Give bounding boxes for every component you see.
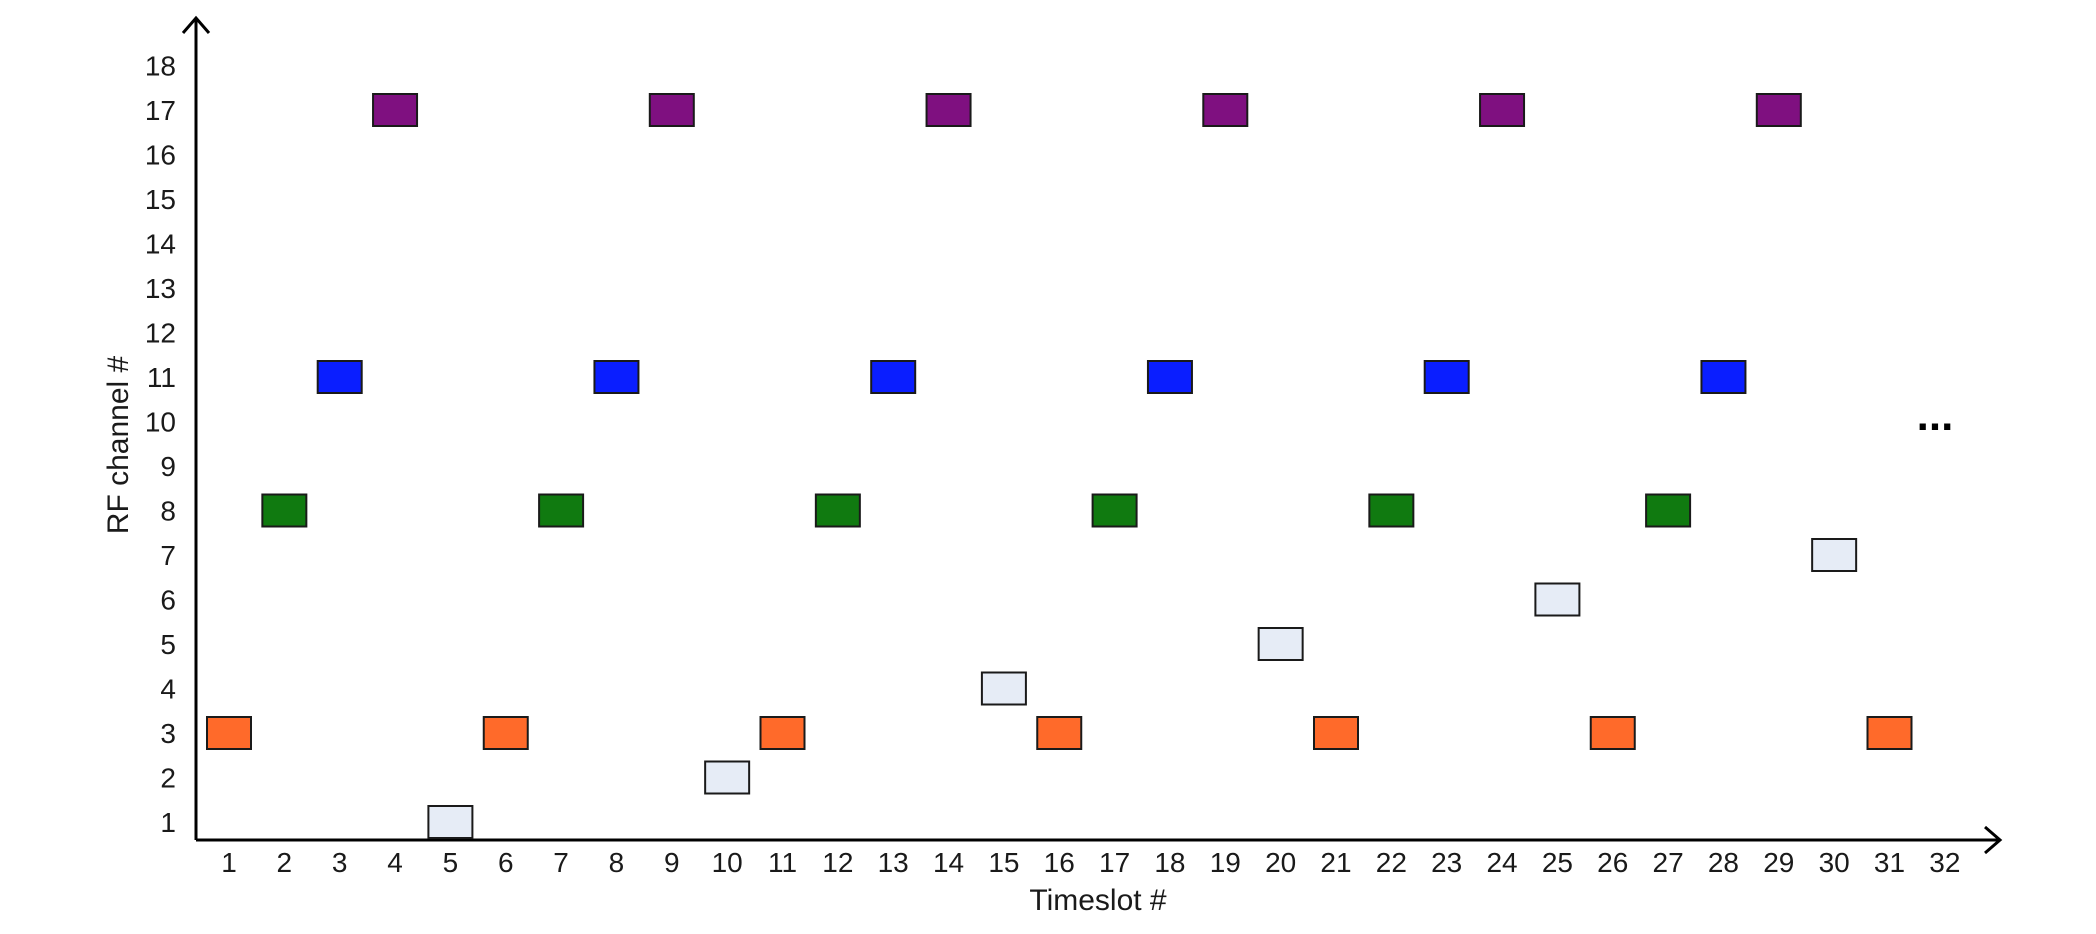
x-tick-label-3: 3 xyxy=(332,847,348,878)
x-tick-label-7: 7 xyxy=(553,847,569,878)
y-tick-label-12: 12 xyxy=(145,318,176,349)
x-tick-label-23: 23 xyxy=(1431,847,1462,878)
x-axis-title: Timeslot # xyxy=(1029,884,1167,917)
x-tick-label-15: 15 xyxy=(988,847,1019,878)
y-tick-label-11: 11 xyxy=(147,362,176,393)
x-tick-label-11: 11 xyxy=(768,847,797,878)
y-tick-label-6: 6 xyxy=(160,585,176,616)
hop-cell-series3-t14-ch17 xyxy=(925,93,972,127)
axes xyxy=(181,15,2003,855)
x-tick-label-22: 22 xyxy=(1376,847,1407,878)
x-tick-label-17: 17 xyxy=(1099,847,1130,878)
x-tick-label-6: 6 xyxy=(498,847,514,878)
y-tick-label-14: 14 xyxy=(145,229,176,260)
x-tick-label-2: 2 xyxy=(277,847,293,878)
hop-cells xyxy=(206,93,1913,839)
y-tick-label-15: 15 xyxy=(145,184,176,215)
hop-cell-series3-t4-ch17 xyxy=(372,93,419,127)
hop-cell-series4-t10-ch2 xyxy=(704,760,751,795)
x-tick-label-19: 19 xyxy=(1210,847,1241,878)
x-tick-label-13: 13 xyxy=(878,847,909,878)
hop-cell-series2-t28-ch11 xyxy=(1700,360,1747,394)
x-tick-label-1: 1 xyxy=(221,847,237,878)
y-tick-label-5: 5 xyxy=(160,629,176,660)
x-tick-label-27: 27 xyxy=(1653,847,1684,878)
hop-cell-series2-t8-ch11 xyxy=(593,360,640,394)
hop-cell-series3-t9-ch17 xyxy=(648,93,695,127)
hop-cell-series0-t6-ch3 xyxy=(482,716,529,750)
hop-cell-series2-t13-ch11 xyxy=(870,360,917,394)
hop-cell-series4-t30-ch7 xyxy=(1811,538,1858,572)
x-tick-label-29: 29 xyxy=(1763,847,1794,878)
hop-cell-series3-t24-ch17 xyxy=(1479,93,1526,127)
y-tick-label-9: 9 xyxy=(160,451,176,482)
y-tick-label-2: 2 xyxy=(160,763,176,794)
hop-cell-series2-t23-ch11 xyxy=(1423,360,1470,394)
x-tick-label-9: 9 xyxy=(664,847,680,878)
x-tick-label-25: 25 xyxy=(1542,847,1573,878)
hop-cell-series0-t1-ch3 xyxy=(206,716,252,750)
y-tick-label-10: 10 xyxy=(145,407,176,438)
hop-cell-series4-t15-ch4 xyxy=(980,671,1027,706)
hop-cell-series3-t29-ch17 xyxy=(1755,93,1802,127)
hop-cell-series1-t22-ch8 xyxy=(1368,493,1415,528)
hop-cell-series2-t18-ch11 xyxy=(1146,360,1193,394)
x-tick-label-4: 4 xyxy=(387,847,403,878)
y-tick-label-8: 8 xyxy=(160,496,176,527)
hop-cell-series1-t2-ch8 xyxy=(261,493,308,528)
hop-cell-series1-t7-ch8 xyxy=(538,493,585,528)
hop-cell-series0-t26-ch3 xyxy=(1589,716,1636,750)
x-tick-label-18: 18 xyxy=(1154,847,1185,878)
hop-cell-series3-t19-ch17 xyxy=(1202,93,1249,127)
x-tick-label-14: 14 xyxy=(933,847,964,878)
hop-cell-series0-t16-ch3 xyxy=(1036,716,1083,750)
hop-cell-series4-t25-ch6 xyxy=(1534,582,1581,617)
x-tick-label-5: 5 xyxy=(443,847,459,878)
hop-cell-series0-t11-ch3 xyxy=(759,716,806,750)
x-tick-label-20: 20 xyxy=(1265,847,1296,878)
continuation-ellipsis: ... xyxy=(1917,391,1954,440)
y-axis-arrow xyxy=(181,15,211,34)
x-tick-label-30: 30 xyxy=(1819,847,1850,878)
y-tick-label-3: 3 xyxy=(160,718,176,749)
x-axis-arrow xyxy=(1984,825,2003,855)
hop-cell-series4-t20-ch5 xyxy=(1257,627,1304,661)
hop-cell-series1-t12-ch8 xyxy=(814,493,861,528)
x-tick-label-16: 16 xyxy=(1044,847,1075,878)
y-axis-title: RF channel # xyxy=(102,355,135,534)
y-tick-label-4: 4 xyxy=(160,674,176,705)
x-tick-label-28: 28 xyxy=(1708,847,1739,878)
hop-cell-series1-t17-ch8 xyxy=(1091,493,1138,528)
hop-cell-series4-t5-ch1 xyxy=(427,805,474,839)
hop-cell-series0-t21-ch3 xyxy=(1313,716,1359,750)
x-tick-label-24: 24 xyxy=(1486,847,1517,878)
y-tick-label-1: 1 xyxy=(160,807,176,838)
hop-cell-series1-t27-ch8 xyxy=(1645,493,1692,528)
y-tick-label-16: 16 xyxy=(145,140,176,171)
x-tick-label-32: 32 xyxy=(1929,847,1960,878)
x-tick-label-10: 10 xyxy=(712,847,743,878)
x-tick-label-8: 8 xyxy=(609,847,625,878)
x-tick-labels: 1 2 3 4 5 6 7 8 9 10 11 12 13 14 15 16 17 18 19 20 21 22 23 24 2… xyxy=(221,847,1960,878)
x-tick-label-31: 31 xyxy=(1874,847,1905,878)
x-tick-label-12: 12 xyxy=(822,847,853,878)
x-tick-label-26: 26 xyxy=(1597,847,1628,878)
hop-cell-series2-t3-ch11 xyxy=(316,360,363,394)
x-tick-label-21: 21 xyxy=(1320,847,1351,878)
y-tick-label-7: 7 xyxy=(160,540,176,571)
hop-cell-series0-t31-ch3 xyxy=(1866,716,1913,750)
y-tick-label-13: 13 xyxy=(145,273,176,304)
y-tick-label-17: 17 xyxy=(145,95,176,126)
y-tick-label-18: 18 xyxy=(145,51,176,82)
